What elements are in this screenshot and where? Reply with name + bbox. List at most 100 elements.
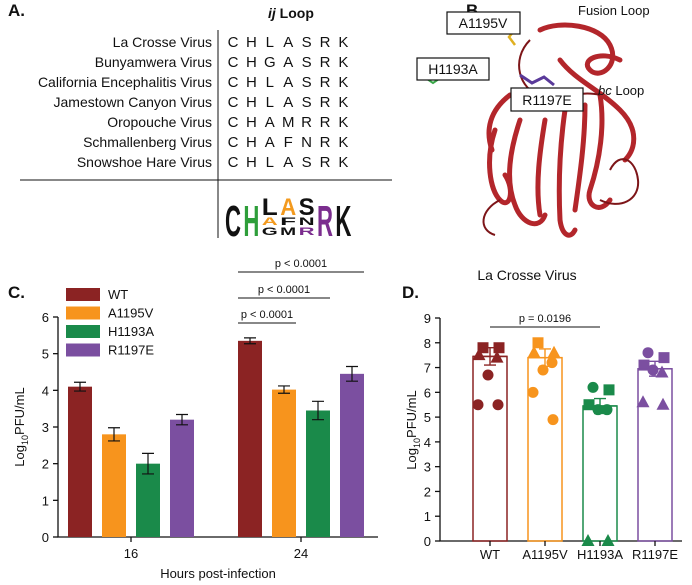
y-tick-label: 4 bbox=[42, 383, 49, 398]
error-bar bbox=[74, 381, 86, 392]
y-tick-label: 8 bbox=[424, 336, 431, 351]
y-tick-label: 7 bbox=[424, 361, 431, 376]
error-bar bbox=[346, 365, 358, 382]
structure-label: La Crosse Virus bbox=[477, 267, 576, 283]
data-point bbox=[581, 534, 595, 546]
residue: A bbox=[283, 34, 293, 51]
panel-label: C. bbox=[8, 283, 25, 302]
logo-letter: K bbox=[335, 197, 351, 246]
data-point bbox=[527, 345, 541, 358]
data-point bbox=[658, 352, 670, 364]
label-part: Log bbox=[12, 445, 27, 467]
residue: L bbox=[266, 154, 274, 171]
residue: S bbox=[302, 74, 312, 91]
residue: C bbox=[228, 54, 239, 71]
y-tick-label: 1 bbox=[424, 509, 431, 524]
residue: H bbox=[246, 154, 257, 171]
data-point bbox=[537, 364, 549, 376]
virus-name: La Crosse Virus bbox=[113, 34, 212, 50]
logo-letter: S bbox=[299, 194, 315, 221]
logo-letter: R bbox=[299, 226, 315, 238]
title-italic: ij bbox=[268, 5, 277, 21]
bar bbox=[136, 463, 160, 537]
bar bbox=[102, 434, 126, 537]
legend-swatch bbox=[66, 306, 100, 320]
y-tick-label: 5 bbox=[42, 347, 49, 362]
residue: C bbox=[228, 134, 239, 151]
bar bbox=[472, 355, 508, 542]
title-rest: Loop bbox=[276, 5, 314, 21]
virus-name: Snowshoe Hare Virus bbox=[77, 154, 212, 170]
residue: C bbox=[228, 114, 239, 131]
region-label: bc Loop bbox=[598, 83, 644, 98]
residue: A bbox=[283, 154, 293, 171]
logo-letter: H bbox=[243, 197, 259, 246]
residue: R bbox=[301, 114, 312, 131]
logo-letter: A bbox=[262, 216, 278, 228]
y-tick-label: 6 bbox=[42, 310, 49, 325]
residue: S bbox=[302, 154, 312, 171]
residue: S bbox=[302, 94, 312, 111]
residue: R bbox=[320, 134, 331, 151]
y-tick-label: 3 bbox=[424, 460, 431, 475]
logo-letter: L bbox=[262, 194, 278, 221]
legend-swatch bbox=[66, 288, 100, 301]
data-point bbox=[583, 399, 595, 411]
logo-letter: G bbox=[262, 226, 278, 238]
residue: A bbox=[283, 94, 293, 111]
panel-label: A. bbox=[8, 1, 25, 20]
data-point bbox=[547, 345, 561, 358]
residue: K bbox=[338, 134, 348, 151]
x-axis-label: Hours post-infection bbox=[160, 566, 276, 581]
mutation-label: R1197E bbox=[522, 92, 572, 108]
y-tick-label: 4 bbox=[424, 435, 431, 450]
label-box bbox=[416, 57, 490, 81]
virus-name: Bunyamwera Virus bbox=[95, 54, 212, 70]
label-box bbox=[446, 11, 521, 35]
panel-title: ij Loop bbox=[268, 5, 314, 21]
y-tick-label: 5 bbox=[424, 410, 431, 425]
data-point bbox=[603, 384, 615, 396]
significance-label: p < 0.0001 bbox=[241, 309, 293, 321]
data-point bbox=[638, 359, 650, 371]
residue: A bbox=[265, 134, 275, 151]
data-point bbox=[482, 369, 494, 381]
error-bar bbox=[142, 452, 154, 475]
residue: C bbox=[228, 94, 239, 111]
legend-label: R1197E bbox=[108, 343, 154, 358]
data-point bbox=[636, 395, 650, 408]
logo-letter: M bbox=[280, 226, 296, 238]
legend-label: A1195V bbox=[108, 306, 154, 321]
residue: K bbox=[338, 54, 348, 71]
y-axis-label: Log10PFU/mL bbox=[12, 387, 30, 466]
bar bbox=[170, 419, 194, 537]
y-tick-label: 2 bbox=[42, 457, 49, 472]
residue: N bbox=[301, 134, 312, 151]
bar bbox=[582, 405, 618, 542]
residue: K bbox=[338, 74, 348, 91]
residue: C bbox=[228, 74, 239, 91]
virus-name: Schmallenberg Virus bbox=[83, 134, 212, 150]
bar bbox=[340, 373, 364, 537]
label-part: Log bbox=[404, 448, 419, 470]
residue: K bbox=[338, 154, 348, 171]
error-bar bbox=[108, 427, 120, 442]
data-point bbox=[472, 348, 486, 361]
data-point bbox=[647, 364, 659, 376]
label-italic: bc bbox=[598, 83, 612, 98]
y-tick-label: 6 bbox=[424, 385, 431, 400]
label-part: PFU/mL bbox=[404, 390, 419, 438]
y-tick-label: 2 bbox=[424, 484, 431, 499]
residue: R bbox=[320, 74, 331, 91]
residue: C bbox=[228, 154, 239, 171]
mutation-label: A1195V bbox=[459, 15, 508, 31]
y-tick-label: 1 bbox=[42, 493, 49, 508]
data-point bbox=[546, 357, 558, 369]
error-bar bbox=[176, 413, 188, 426]
label-sub: 10 bbox=[412, 438, 422, 448]
logo-letter: N bbox=[299, 216, 315, 228]
panel-label: D. bbox=[402, 283, 419, 302]
y-tick-label: 3 bbox=[42, 420, 49, 435]
virus-name: California Encephalitis Virus bbox=[38, 74, 212, 90]
